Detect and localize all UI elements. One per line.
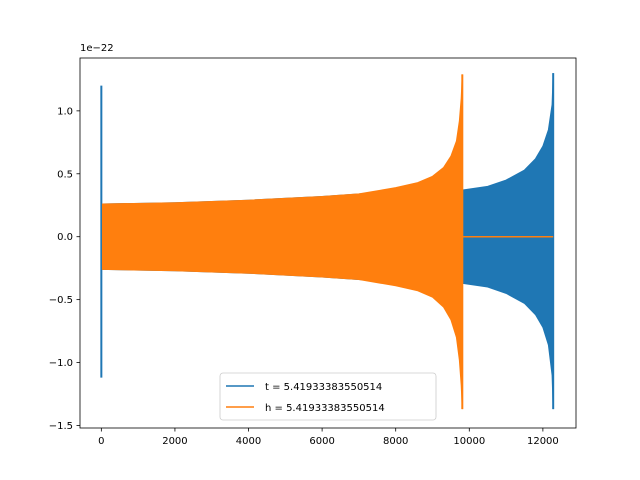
y-tick-label: 0.5 <box>57 169 73 180</box>
x-tick-label: 12000 <box>527 436 559 447</box>
legend-label-series-2: h = 5.41933383550514 <box>265 403 385 414</box>
x-tick-label: 4000 <box>236 436 261 447</box>
legend-box <box>219 372 437 421</box>
plot-data-group <box>100 73 555 410</box>
legend: t = 5.41933383550514 h = 5.4193338355051… <box>219 372 437 421</box>
x-tick-label: 8000 <box>383 436 408 447</box>
x-tick-label: 10000 <box>453 436 485 447</box>
axes-frame <box>79 57 577 429</box>
y-tick-label: −1.5 <box>49 421 73 432</box>
y-tick-label: −0.5 <box>49 295 73 306</box>
y-tick-label: −1.0 <box>49 358 73 369</box>
x-tick-label: 0 <box>98 436 104 447</box>
legend-label-series-1: t = 5.41933383550514 <box>265 382 382 393</box>
y-axis-ticks: −1.5 −1.0 −0.5 0.0 0.5 1.0 <box>49 106 80 432</box>
y-axis-offset-label: 1e−22 <box>80 43 114 54</box>
y-tick-label: 0.0 <box>57 232 73 243</box>
x-tick-label: 6000 <box>309 436 334 447</box>
x-axis-ticks: 0 2000 4000 6000 8000 10000 12000 <box>98 428 559 447</box>
x-tick-label: 2000 <box>162 436 187 447</box>
y-tick-label: 1.0 <box>57 106 73 117</box>
